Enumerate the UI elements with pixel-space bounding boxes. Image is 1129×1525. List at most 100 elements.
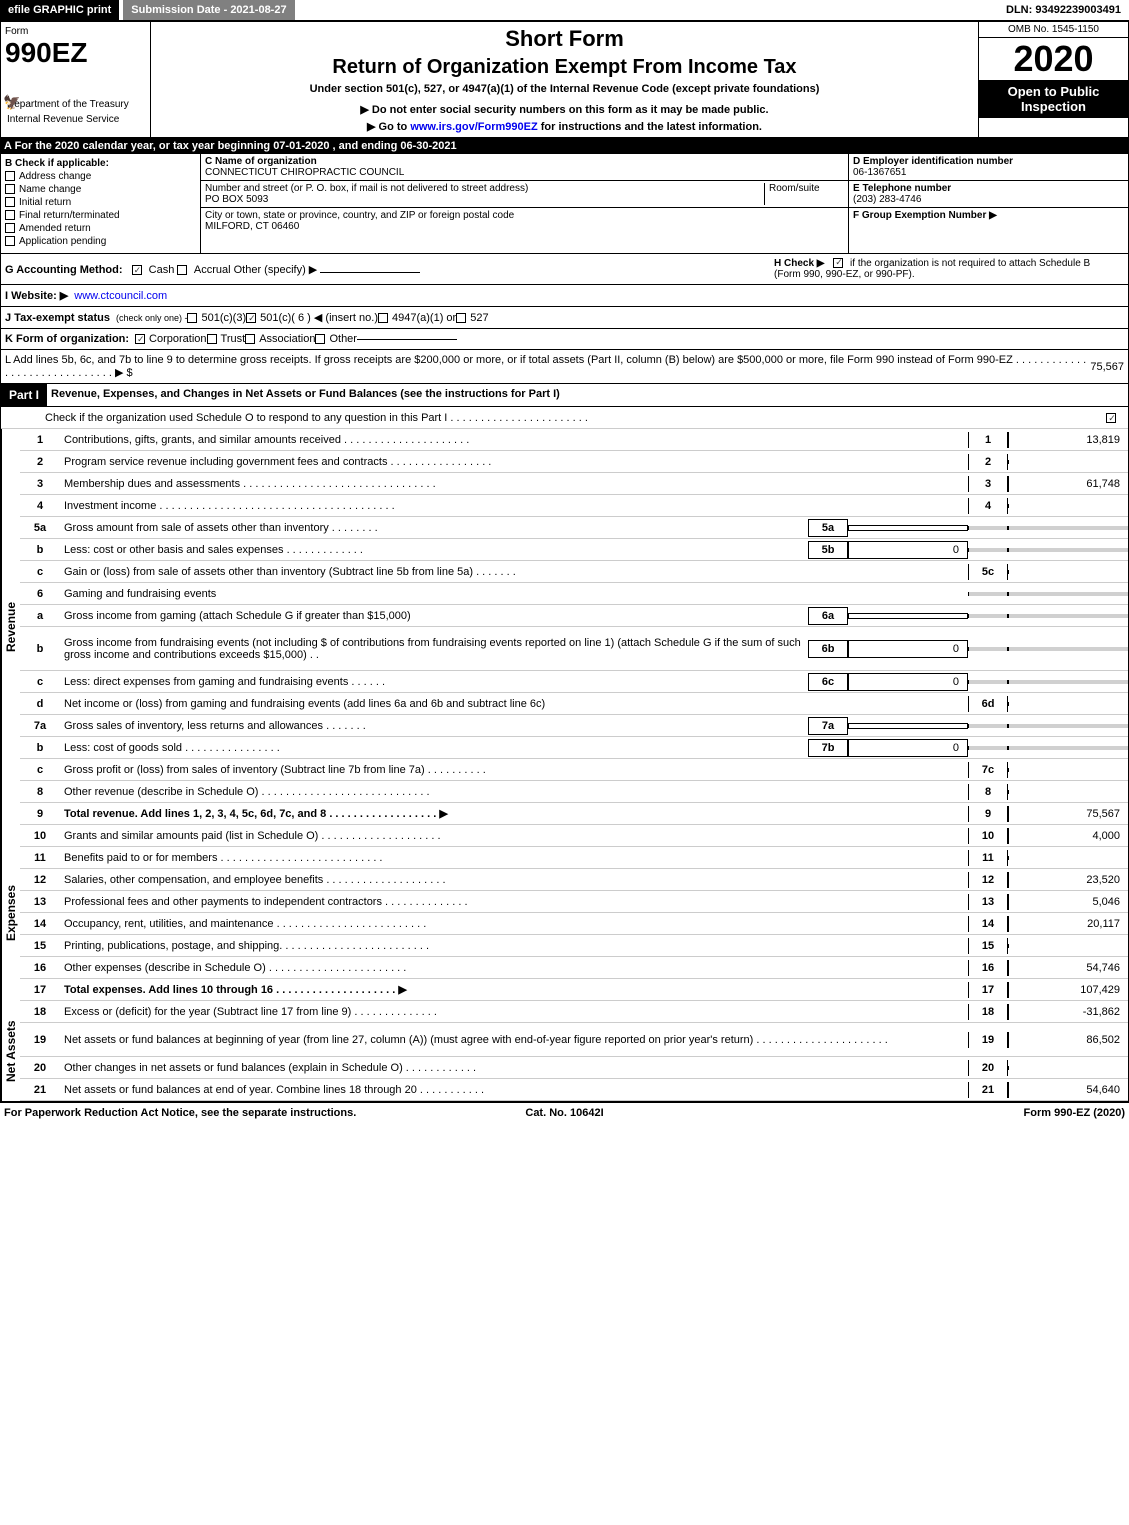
section-b: B Check if applicable: Address change Na… [0,154,1129,254]
k-o3: Association [259,333,315,345]
k-other-input[interactable] [357,339,457,340]
dept-irs: Internal Revenue Service [5,112,146,127]
form-header-left: Form 990EZ 🦅 Department of the Treasury … [1,22,151,137]
line-18: 18Excess or (deficit) for the year (Subt… [20,1001,1128,1023]
tax-year: 2020 [979,38,1128,80]
j-o3: 4947(a)(1) or [392,312,456,324]
seal-icon: 🦅 [3,94,20,111]
j-sub: (check only one) - [116,313,188,323]
goto-link: ▶ Go to www.irs.gov/Form990EZ for instru… [155,120,974,133]
cb-501c[interactable] [246,313,256,323]
line-21: 21Net assets or fund balances at end of … [20,1079,1128,1101]
cb-4947[interactable] [378,313,388,323]
top-bar: efile GRAPHIC print Submission Date - 20… [0,0,1129,21]
open-public: Open to Public Inspection [979,80,1128,118]
part-1-header-row: Part I Revenue, Expenses, and Changes in… [1,384,1128,407]
cb-corp[interactable] [135,334,145,344]
part-1-title: Revenue, Expenses, and Changes in Net As… [47,384,1128,406]
e-phone: (203) 283-4746 [853,194,921,205]
line-7a: 7aGross sales of inventory, less returns… [20,715,1128,737]
j-o1: 501(c)(3) [201,312,246,324]
irs-link[interactable]: www.irs.gov/Form990EZ [410,121,537,133]
cb-address-change[interactable]: Address change [5,171,196,182]
cb-assoc[interactable] [245,334,255,344]
section-def: D Employer identification number 06-1367… [848,154,1128,253]
cb-schedule-o[interactable] [1106,413,1116,423]
cb-accrual[interactable] [177,265,187,275]
cb-final-return[interactable]: Final return/terminated [5,210,196,221]
cb-h[interactable] [833,258,843,268]
k-o1: Corporation [149,333,206,345]
c-name-row: C Name of organization CONNECTICUT CHIRO… [201,154,848,181]
c-addr: PO BOX 5093 [205,194,268,205]
form-header-center: Short Form Return of Organization Exempt… [151,22,978,137]
e-label: E Telephone number [853,183,951,194]
form-header-right: OMB No. 1545-1150 2020 Open to Public In… [978,22,1128,137]
expenses-label: Expenses [1,825,20,1001]
c-room-label: Room/suite [769,183,820,194]
cb-527[interactable] [456,313,466,323]
line-13: 13Professional fees and other payments t… [20,891,1128,913]
f-label: F Group Exemption Number ▶ [853,210,997,221]
line-19: 19Net assets or fund balances at beginni… [20,1023,1128,1057]
line-14: 14Occupancy, rent, utilities, and mainte… [20,913,1128,935]
j-label: J Tax-exempt status [5,312,110,324]
cb-501c3[interactable] [187,313,197,323]
cb-amended[interactable]: Amended return [5,223,196,234]
line-5b: bLess: cost or other basis and sales exp… [20,539,1128,561]
form-header: Form 990EZ 🦅 Department of the Treasury … [0,21,1129,138]
return-title: Return of Organization Exempt From Incom… [155,56,974,79]
c-city-label: City or town, state or province, country… [205,210,514,221]
dln: DLN: 93492239003491 [998,0,1129,20]
c-addr-row: Number and street (or P. O. box, if mail… [201,181,848,208]
row-k: K Form of organization: Corporation Trus… [0,329,1129,350]
line-20: 20Other changes in net assets or fund ba… [20,1057,1128,1079]
d-ein: 06-1367651 [853,167,906,178]
part-1-check-row: Check if the organization used Schedule … [1,407,1128,429]
row-gh: G Accounting Method: Cash Accrual Other … [0,254,1129,285]
c-name-label: C Name of organization [205,156,317,167]
k-o4: Other [329,333,357,345]
cb-pending[interactable]: Application pending [5,236,196,247]
c-name: CONNECTICUT CHIROPRACTIC COUNCIL [205,167,404,178]
b-header: B Check if applicable: [5,158,196,169]
short-form-title: Short Form [155,26,974,52]
cb-initial-return[interactable]: Initial return [5,197,196,208]
row-i: I Website: ▶ www.ctcouncil.com [0,285,1129,307]
e-row: E Telephone number (203) 283-4746 [849,181,1128,208]
cb-name-change[interactable]: Name change [5,184,196,195]
revenue-label: Revenue [1,429,20,825]
i-website[interactable]: www.ctcouncil.com [74,290,167,302]
line-6: 6Gaming and fundraising events [20,583,1128,605]
under-section: Under section 501(c), 527, or 4947(a)(1)… [155,83,974,95]
line-7c: cGross profit or (loss) from sales of in… [20,759,1128,781]
footer-right: Form 990-EZ (2020) [751,1107,1125,1119]
submission-date: Submission Date - 2021-08-27 [123,0,294,20]
h-label: H Check ▶ [774,258,824,269]
cb-cash[interactable] [132,265,142,275]
line-15: 15Printing, publications, postage, and s… [20,935,1128,957]
g-other-input[interactable] [320,272,420,273]
cb-other[interactable] [315,334,325,344]
line-11: 11Benefits paid to or for members . . . … [20,847,1128,869]
cb-trust[interactable] [207,334,217,344]
k-o2: Trust [221,333,246,345]
form-number: 990EZ [5,37,146,69]
h-text: if the organization is not required to a… [850,258,1090,269]
footer-left: For Paperwork Reduction Act Notice, see … [4,1107,378,1119]
g-other: Other (specify) ▶ [234,264,318,276]
section-b-checkboxes: B Check if applicable: Address change Na… [1,154,201,253]
line-6a: aGross income from gaming (attach Schedu… [20,605,1128,627]
line-17: 17Total expenses. Add lines 10 through 1… [20,979,1128,1001]
line-6b: bGross income from fundraising events (n… [20,627,1128,671]
revenue-section: Revenue 1Contributions, gifts, grants, a… [1,429,1128,825]
open-public-1: Open to Public [1008,84,1100,99]
line-7b: bLess: cost of goods sold . . . . . . . … [20,737,1128,759]
line-5c: cGain or (loss) from sale of assets othe… [20,561,1128,583]
efile-label[interactable]: efile GRAPHIC print [0,0,119,20]
line-8: 8Other revenue (describe in Schedule O) … [20,781,1128,803]
line-4: 4Investment income . . . . . . . . . . .… [20,495,1128,517]
part-1-header: Part I [1,384,47,406]
expenses-section: Expenses 10Grants and similar amounts pa… [1,825,1128,1001]
d-row: D Employer identification number 06-1367… [849,154,1128,181]
